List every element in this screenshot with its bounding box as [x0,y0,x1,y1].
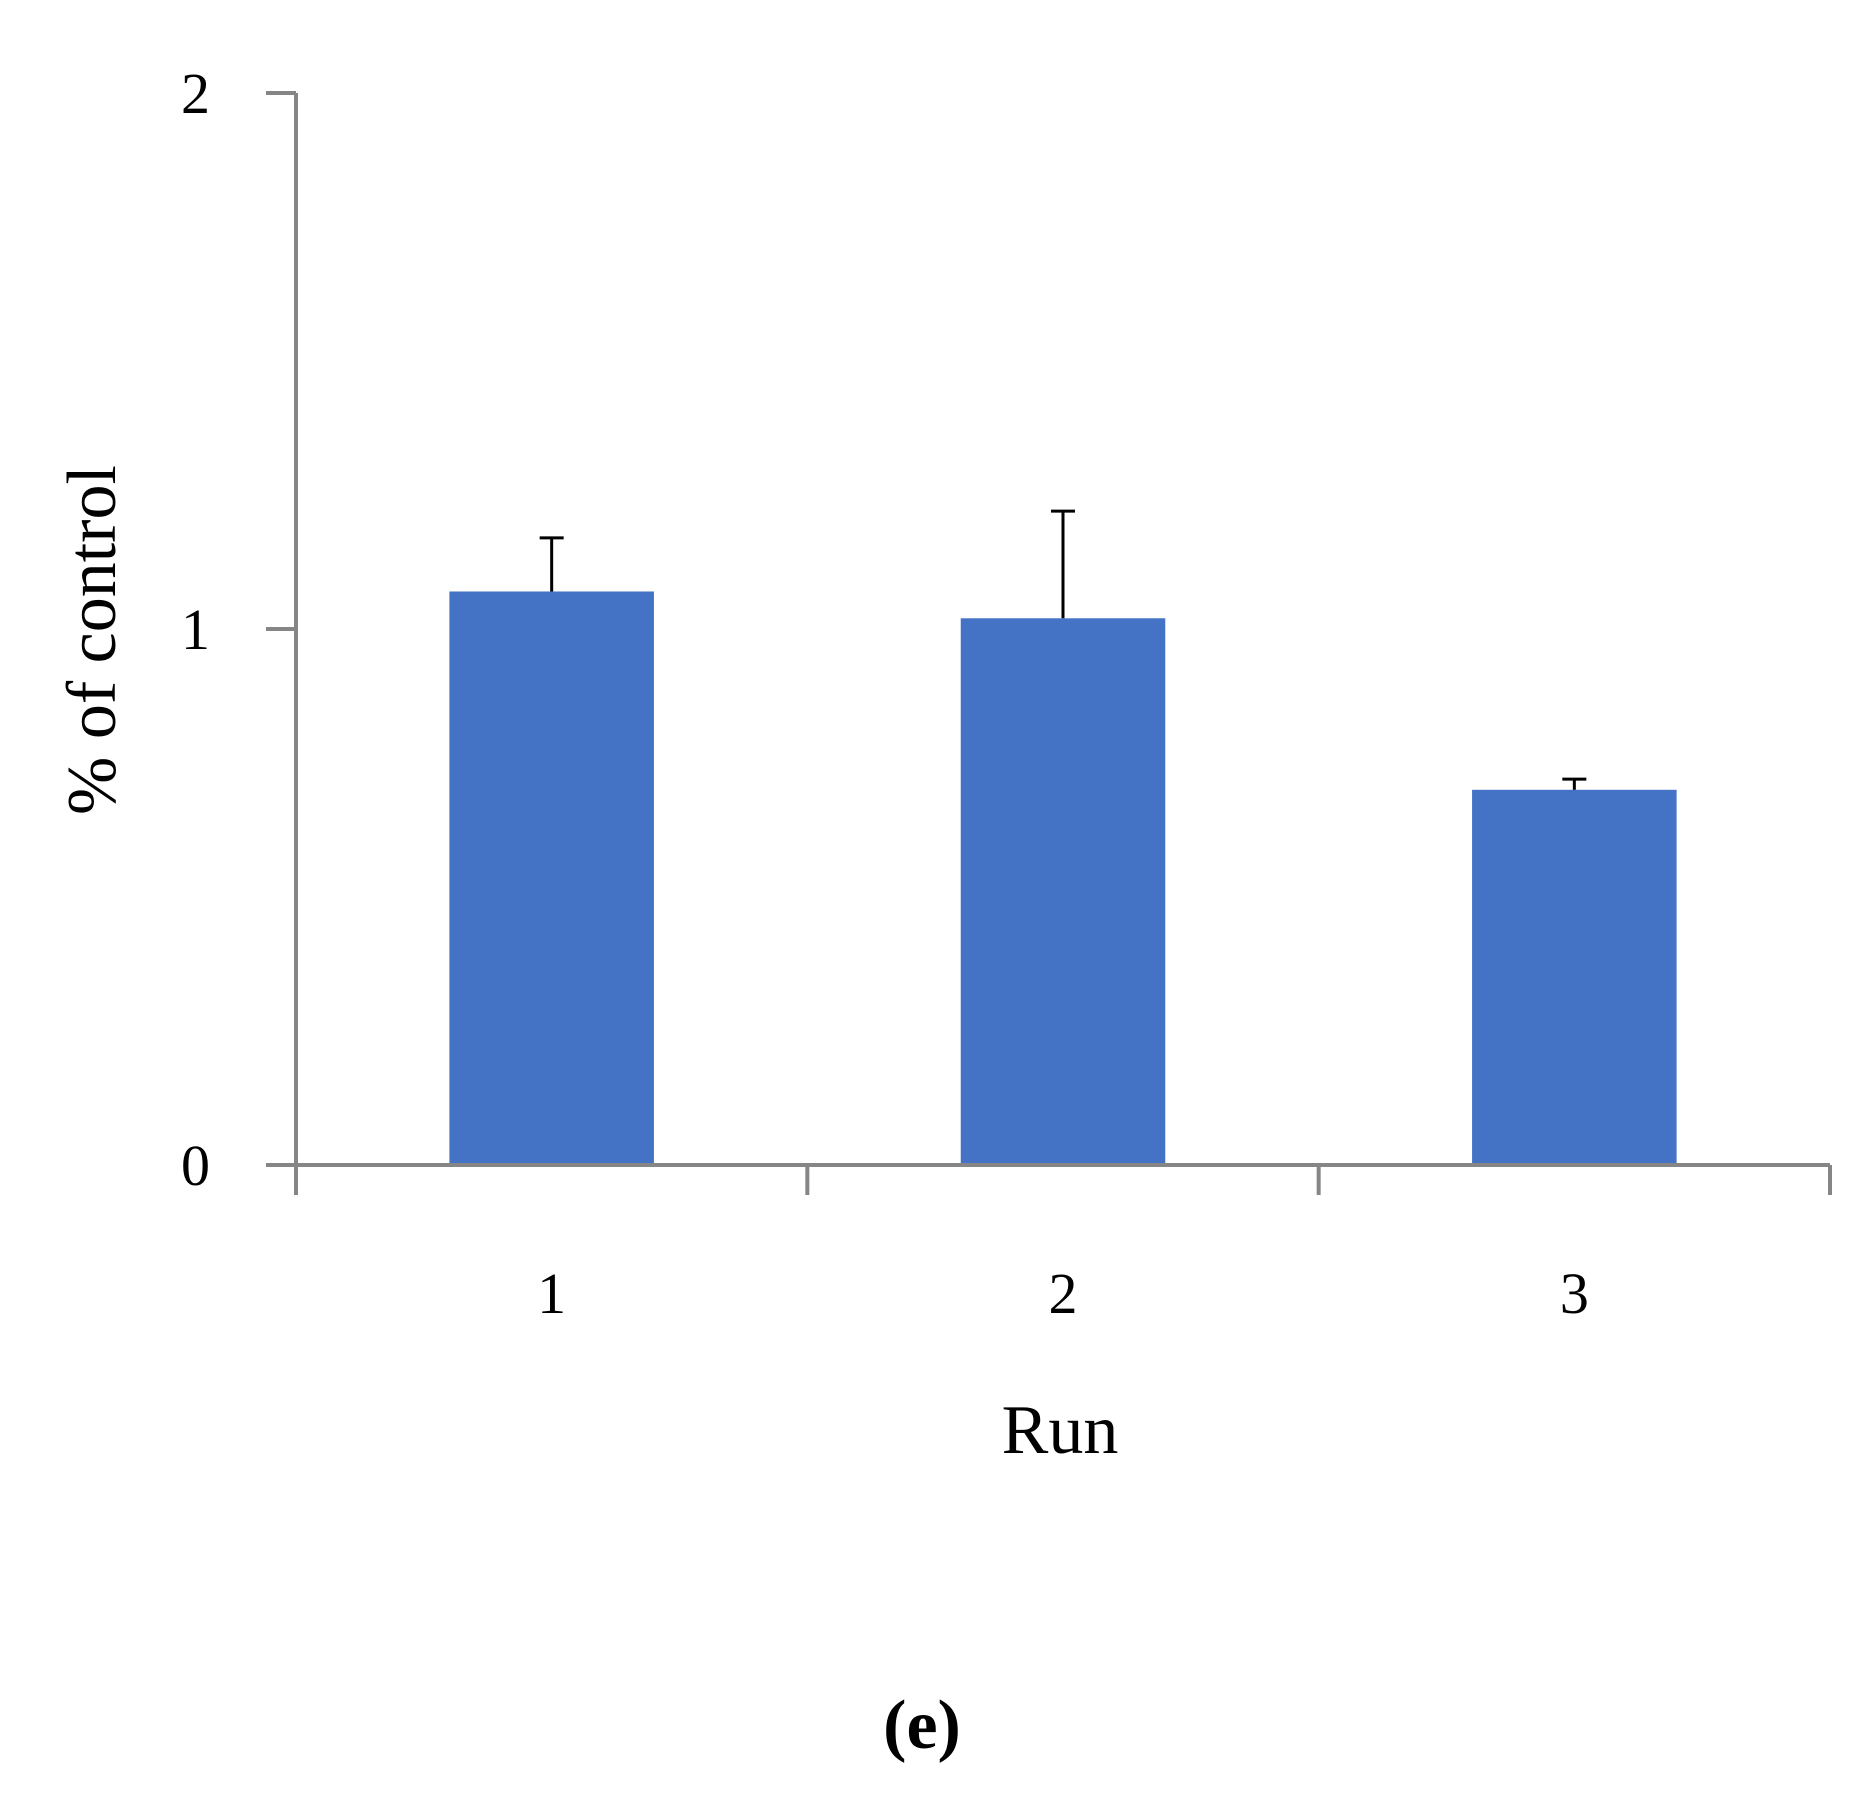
y-tick-label: 2 [181,61,210,126]
bar-run-3 [1472,789,1677,1165]
y-axis-title: % of control [54,465,131,815]
error-bar-run-1 [539,536,564,592]
bar-run-2 [960,618,1166,1165]
bar-run-1 [449,591,654,1165]
x-tick-label: 2 [1049,1261,1078,1326]
x-tick-label: 3 [1560,1261,1589,1326]
panel-label: (e) [883,1687,961,1764]
panel-label-open: ( [883,1687,906,1764]
error-bar-run-2 [1051,509,1075,619]
x-axis-title: Run [1002,1392,1119,1469]
bars-group [449,591,1677,1165]
y-tick-label: 0 [181,1133,210,1198]
tick-labels-group: 1 2 3 0 1 2 [181,61,1589,1326]
error-bar-run-3 [1562,777,1587,790]
error-bars-group [539,509,1587,790]
x-tick-label: 1 [537,1261,566,1326]
panel-label-close: ) [938,1687,961,1764]
panel-label-letter: e [906,1687,937,1764]
y-tick-label: 1 [181,597,210,662]
ticks-group [266,91,1832,1195]
axes-group [266,93,1830,1195]
